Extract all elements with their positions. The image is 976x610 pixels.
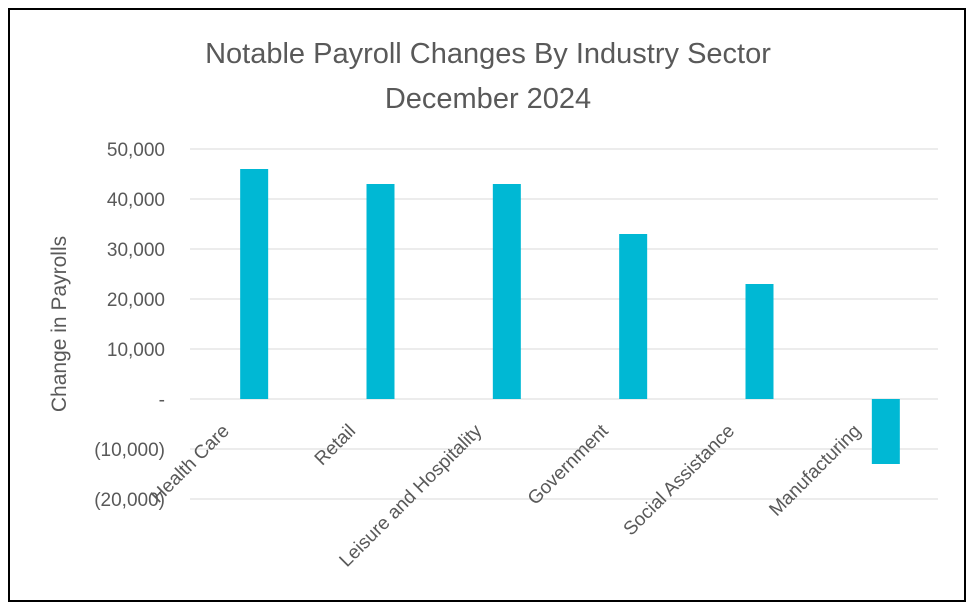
y-axis-label: Change in Payrolls [48,236,71,412]
y-tick-label: 20,000 [107,290,165,311]
chart-subtitle: December 2024 [385,83,591,115]
bar-leisure-and-hospitality [492,184,521,399]
y-tick-label: 50,000 [107,140,165,161]
y-tick-label: (20,000) [94,490,165,511]
x-category-label: Social Assistance [620,421,739,540]
y-tick-label: 10,000 [107,340,165,361]
bar-health-care [240,169,269,399]
x-category-label: Retail [311,421,360,470]
y-tick-label: 30,000 [107,240,165,261]
y-tick-label: 40,000 [107,190,165,211]
chart-title: Notable Payroll Changes By Industry Sect… [205,38,771,70]
x-category-label: Health Care [147,421,234,508]
x-category-label: Manufacturing [765,421,865,521]
x-category-label: Leisure and Hospitality [336,420,487,571]
bar-manufacturing [871,399,900,464]
y-tick-label: - [159,390,165,411]
y-tick-label: (10,000) [94,440,165,461]
bar-retail [366,184,395,399]
bar-government [619,234,648,399]
bar-social-assistance [745,284,774,399]
x-category-label: Government [524,420,613,509]
chart-frame [8,8,966,602]
